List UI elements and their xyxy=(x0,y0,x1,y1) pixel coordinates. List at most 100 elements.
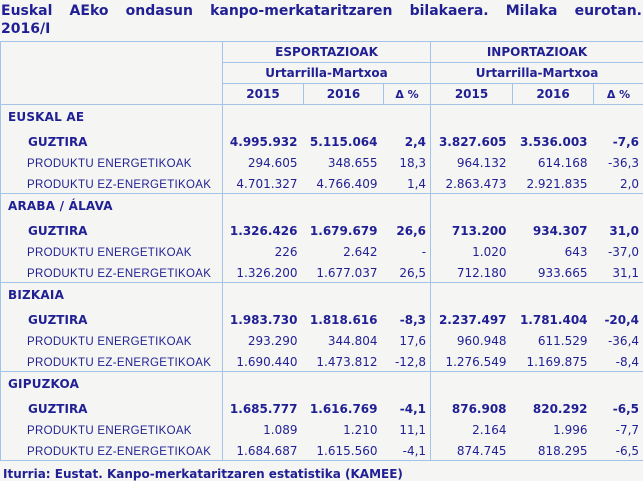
corner-cell xyxy=(1,42,223,105)
cell-value: 1.616.769 xyxy=(304,396,384,418)
region-spacer-imports xyxy=(431,283,643,308)
row-label: PRODUKTU EZ-ENERGETIKOAK xyxy=(1,350,223,372)
region-row: BIZKAIA xyxy=(1,283,643,308)
cell-value: 1.690.440 xyxy=(223,350,304,372)
cell-value: 1.615.560 xyxy=(304,439,384,461)
cell-value: 1.818.616 xyxy=(304,307,384,329)
cell-value: -20,4 xyxy=(594,307,643,329)
cell-value: 2.642 xyxy=(304,240,384,261)
cell-value: 712.180 xyxy=(431,261,513,283)
row-label: GUZTIRA xyxy=(1,396,223,418)
region-spacer-exports xyxy=(223,372,431,397)
col-header-exports-2015: 2015 xyxy=(223,84,304,105)
row-label: PRODUKTU ENERGETIKOAK xyxy=(1,329,223,350)
region-name: BIZKAIA xyxy=(1,283,223,308)
cell-value: 1.983.730 xyxy=(223,307,304,329)
group-header-row: ESPORTAZIOAK INPORTAZIOAK xyxy=(1,42,643,63)
row-label: PRODUKTU EZ-ENERGETIKOAK xyxy=(1,261,223,283)
report-title-line1: Euskal AEko ondasun kanpo-merkataritzare… xyxy=(1,2,642,20)
cell-value: - xyxy=(384,240,431,261)
cell-value: 1.326.426 xyxy=(223,218,304,240)
report-title: Euskal AEko ondasun kanpo-merkataritzare… xyxy=(0,0,643,41)
cell-value: 820.292 xyxy=(513,396,594,418)
cell-value: 1.276.549 xyxy=(431,350,513,372)
cell-value: 18,3 xyxy=(384,151,431,172)
col-header-imports-delta: Δ % xyxy=(594,84,643,105)
cell-value: -4,1 xyxy=(384,396,431,418)
region-row: GIPUZKOA xyxy=(1,372,643,397)
region-row: EUSKAL AE xyxy=(1,105,643,130)
cell-value: 934.307 xyxy=(513,218,594,240)
row-label: PRODUKTU ENERGETIKOAK xyxy=(1,418,223,439)
cell-value: 344.804 xyxy=(304,329,384,350)
cell-value: 2.921.835 xyxy=(513,172,594,194)
cell-value: 3.536.003 xyxy=(513,129,594,151)
cell-value: 818.295 xyxy=(513,439,594,461)
col-header-imports-2015: 2015 xyxy=(431,84,513,105)
cell-value: 348.655 xyxy=(304,151,384,172)
region-spacer-imports xyxy=(431,194,643,219)
region-row: ARABA / ÁLAVA xyxy=(1,194,643,219)
cell-value: 3.827.605 xyxy=(431,129,513,151)
cell-value: 2.863.473 xyxy=(431,172,513,194)
imports-group-header: INPORTAZIOAK xyxy=(431,42,643,63)
cell-value: 933.665 xyxy=(513,261,594,283)
region-name: GIPUZKOA xyxy=(1,372,223,397)
cell-value: 1.677.037 xyxy=(304,261,384,283)
cell-value: 17,6 xyxy=(384,329,431,350)
cell-value: 1.326.200 xyxy=(223,261,304,283)
cell-value: 1.679.679 xyxy=(304,218,384,240)
row-label: PRODUKTU EZ-ENERGETIKOAK xyxy=(1,439,223,461)
cell-value: 1.020 xyxy=(431,240,513,261)
row-label: GUZTIRA xyxy=(1,129,223,151)
cell-value: 4.701.327 xyxy=(223,172,304,194)
cell-value: 26,5 xyxy=(384,261,431,283)
cell-value: 1.473.812 xyxy=(304,350,384,372)
cell-value: 876.908 xyxy=(431,396,513,418)
table-header: ESPORTAZIOAK INPORTAZIOAK Urtarrilla-Mar… xyxy=(1,42,643,105)
region-spacer-exports xyxy=(223,105,431,130)
cell-value: 293.290 xyxy=(223,329,304,350)
exports-period-header: Urtarrilla-Martxoa xyxy=(223,63,431,84)
cell-value: 643 xyxy=(513,240,594,261)
cell-value: 1.684.687 xyxy=(223,439,304,461)
cell-value: 31,0 xyxy=(594,218,643,240)
imports-period-header: Urtarrilla-Martxoa xyxy=(431,63,643,84)
cell-value: 1.996 xyxy=(513,418,594,439)
cell-value: 713.200 xyxy=(431,218,513,240)
cell-value: -8,3 xyxy=(384,307,431,329)
region-spacer-exports xyxy=(223,194,431,219)
cell-value: -6,5 xyxy=(594,396,643,418)
cell-value: -12,8 xyxy=(384,350,431,372)
region-spacer-imports xyxy=(431,372,643,397)
cell-value: 611.529 xyxy=(513,329,594,350)
report-title-line2: 2016/I xyxy=(1,20,642,38)
cell-value: 226 xyxy=(223,240,304,261)
cell-value: 1.210 xyxy=(304,418,384,439)
cell-value: 1.169.875 xyxy=(513,350,594,372)
cell-value: 960.948 xyxy=(431,329,513,350)
row-label: GUZTIRA xyxy=(1,218,223,240)
cell-value: 4.995.932 xyxy=(223,129,304,151)
row-label: GUZTIRA xyxy=(1,307,223,329)
trade-table: ESPORTAZIOAK INPORTAZIOAK Urtarrilla-Mar… xyxy=(0,41,643,461)
cell-value: 2.237.497 xyxy=(431,307,513,329)
col-header-imports-2016: 2016 xyxy=(513,84,594,105)
cell-value: -7,7 xyxy=(594,418,643,439)
cell-value: 1.089 xyxy=(223,418,304,439)
cell-value: 26,6 xyxy=(384,218,431,240)
cell-value: -4,1 xyxy=(384,439,431,461)
cell-value: 4.766.409 xyxy=(304,172,384,194)
cell-value: -36,3 xyxy=(594,151,643,172)
cell-value: 5.115.064 xyxy=(304,129,384,151)
cell-value: 1,4 xyxy=(384,172,431,194)
